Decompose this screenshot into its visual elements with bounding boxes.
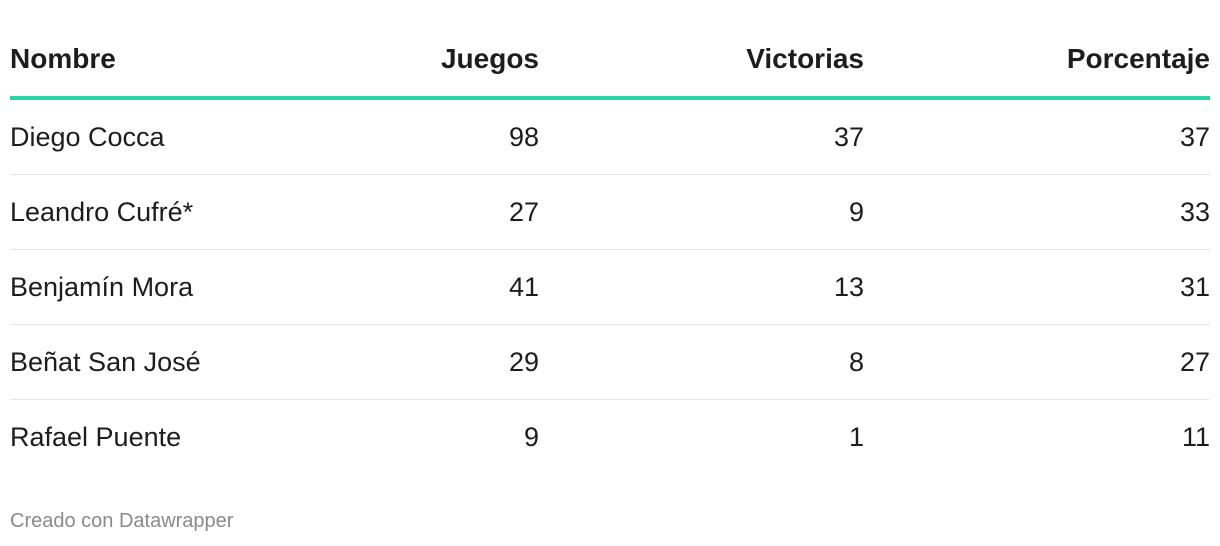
- cell-nombre: Leandro Cufré*: [10, 174, 300, 250]
- table-row: Diego Cocca 98 37 37: [10, 98, 1210, 175]
- datawrapper-credit[interactable]: Creado con Datawrapper: [10, 510, 234, 532]
- column-header-nombre[interactable]: Nombre: [10, 27, 300, 100]
- cell-porcentaje: 37: [864, 98, 1210, 175]
- cell-juegos: 9: [523, 421, 539, 452]
- cell-juegos: 27: [300, 174, 539, 250]
- cell-victorias: 37: [539, 98, 864, 175]
- cell-nombre: Benjamín Mora: [10, 249, 300, 325]
- column-header-juegos[interactable]: Juegos: [300, 27, 539, 100]
- table-row: Benjamín Mora 41 13 31: [10, 249, 1210, 325]
- cell-victorias: 8: [539, 324, 864, 400]
- cell-porcentaje: 11: [1181, 421, 1210, 452]
- table-row: Leandro Cufré* 27 9 33: [10, 174, 1210, 250]
- data-table: Nombre Juegos Victorias Porcentaje Diego…: [10, 27, 1210, 474]
- cell-juegos: 29: [300, 324, 539, 400]
- table-row: Rafael Puente 9 1 11: [10, 400, 1210, 475]
- column-header-porcentaje[interactable]: Porcentaje: [864, 27, 1210, 100]
- cell-porcentaje: 27: [864, 324, 1210, 400]
- table-row: Beñat San José 29 8 27: [10, 324, 1210, 400]
- table-header-row: Nombre Juegos Victorias Porcentaje: [10, 27, 1210, 100]
- cell-porcentaje: 33: [864, 174, 1210, 250]
- column-header-victorias[interactable]: Victorias: [539, 27, 864, 100]
- cell-nombre: Diego Cocca: [10, 98, 300, 175]
- cell-porcentaje: 31: [864, 249, 1210, 325]
- cell-juegos: 98: [300, 98, 539, 175]
- cell-victorias: 9: [539, 174, 864, 250]
- cell-victorias: 13: [539, 249, 864, 325]
- cell-nombre: Rafael Puente: [10, 421, 182, 452]
- cell-juegos: 41: [300, 249, 539, 325]
- cell-victorias: 1: [848, 421, 864, 452]
- cell-nombre: Beñat San José: [10, 324, 300, 400]
